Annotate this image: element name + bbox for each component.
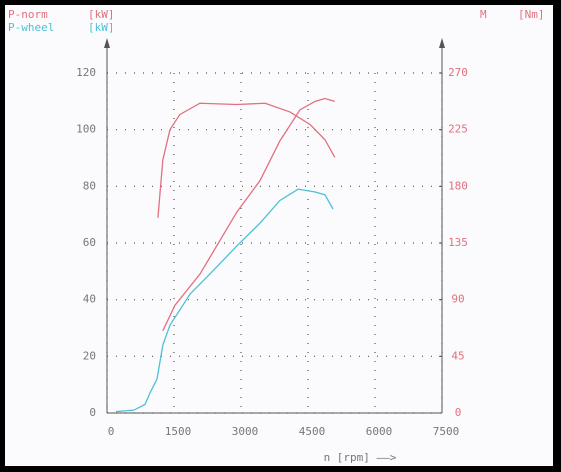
y2-axis-arrow bbox=[439, 38, 445, 48]
x-axis-label: n [rpm] ——> bbox=[324, 451, 397, 464]
series-line bbox=[115, 188, 334, 413]
y2-tick-label: 45 bbox=[451, 349, 464, 362]
x-tick-label: 7500 bbox=[433, 425, 460, 438]
x-tick-label: 4500 bbox=[299, 425, 326, 438]
legend-label: P-wheel bbox=[8, 21, 54, 34]
x-tick-label: 1500 bbox=[165, 425, 192, 438]
y2-label: M bbox=[480, 8, 487, 21]
y-tick-label: 60 bbox=[83, 236, 96, 249]
x-tick-label: 6000 bbox=[366, 425, 393, 438]
y-tick-label: 0 bbox=[89, 406, 96, 419]
y2-tick-label: 270 bbox=[448, 66, 468, 79]
y-tick-label: 120 bbox=[76, 66, 96, 79]
plot-background bbox=[5, 5, 553, 466]
x-tick-label: 0 bbox=[108, 425, 115, 438]
legend-unit: [kW] bbox=[88, 8, 115, 21]
y2-tick-label: 90 bbox=[451, 293, 464, 306]
y2-tick-label: 180 bbox=[448, 179, 468, 192]
y2-tick-label: 135 bbox=[448, 236, 468, 249]
y-axis-arrow bbox=[104, 38, 110, 48]
series-line bbox=[162, 97, 335, 332]
y-tick-label: 80 bbox=[83, 179, 96, 192]
y2-tick-label: 0 bbox=[455, 406, 462, 419]
y-tick-label: 40 bbox=[83, 293, 96, 306]
y2-tick-label: 225 bbox=[448, 123, 468, 136]
legend-label: P-norm bbox=[8, 8, 48, 21]
x-tick-label: 3000 bbox=[232, 425, 259, 438]
legend-unit: [kW] bbox=[88, 21, 115, 34]
y2-unit: [Nm] bbox=[518, 8, 545, 21]
series-line bbox=[157, 102, 336, 218]
y-tick-label: 20 bbox=[83, 349, 96, 362]
y-tick-label: 100 bbox=[76, 123, 96, 136]
